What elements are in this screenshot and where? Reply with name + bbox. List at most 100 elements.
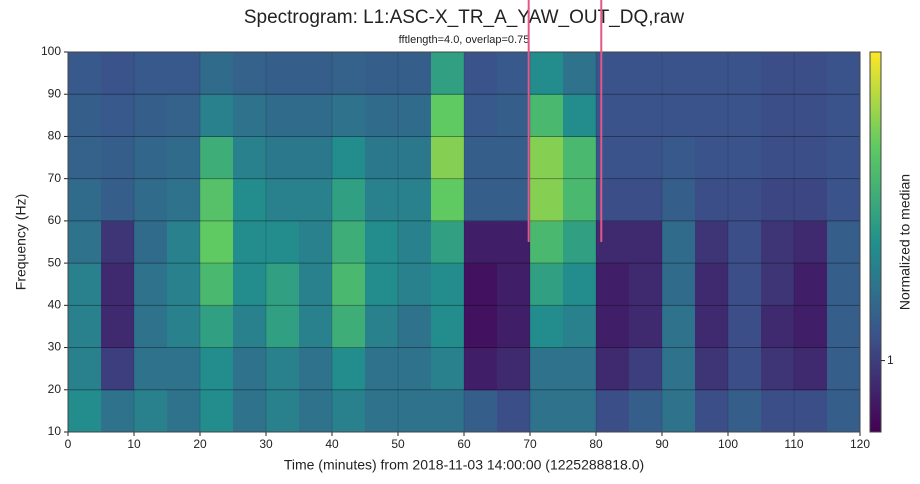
heatmap-cell: [761, 94, 795, 137]
y-tick-label: 90: [48, 86, 62, 100]
heatmap-cell: [695, 220, 729, 264]
heatmap-cell: [794, 263, 828, 306]
heatmap-cell: [266, 52, 300, 95]
heatmap-cell: [365, 305, 399, 349]
heatmap-cell: [464, 178, 498, 222]
heatmap-cell: [365, 347, 399, 391]
heatmap-cell: [695, 136, 729, 180]
heatmap-cell: [464, 52, 498, 95]
heatmap-cell: [629, 94, 663, 137]
heatmap-cell: [464, 347, 498, 391]
heatmap-cell: [629, 389, 663, 433]
heatmap-cell: [761, 305, 795, 349]
heatmap-cell: [563, 347, 597, 391]
heatmap-cell: [233, 263, 267, 306]
heatmap-cell: [827, 136, 861, 180]
heatmap-cell: [332, 263, 366, 306]
heatmap-cell: [167, 347, 201, 391]
heatmap-cell: [497, 263, 531, 306]
heatmap-cell: [101, 94, 135, 137]
heatmap-cell: [68, 136, 102, 180]
heatmap-cell: [563, 389, 597, 433]
heatmap-cell: [299, 94, 333, 137]
heatmap-cell: [101, 347, 135, 391]
heatmap-cell: [299, 52, 333, 95]
heatmap-cell: [101, 389, 135, 433]
heatmap-cell: [827, 178, 861, 222]
heatmap-cell: [497, 52, 531, 95]
heatmap-cell: [398, 136, 432, 180]
heatmap-cell: [695, 178, 729, 222]
heatmap-cell: [365, 52, 399, 95]
heatmap-cell: [101, 52, 135, 95]
heatmap-cell: [200, 220, 234, 264]
heatmap-cell: [233, 347, 267, 391]
heatmap-cell: [299, 178, 333, 222]
heatmap-cell: [464, 94, 498, 137]
heatmap-cell: [233, 52, 267, 95]
heatmap-cell: [167, 263, 201, 306]
heatmap-cell: [332, 136, 366, 180]
x-tick-label: 90: [655, 437, 669, 451]
heatmap-cell: [662, 263, 696, 306]
heatmap-cell: [695, 263, 729, 306]
x-tick-label: 70: [523, 437, 537, 451]
heatmap-cell: [68, 178, 102, 222]
heatmap-cell: [728, 220, 762, 264]
heatmap-cell: [134, 389, 168, 433]
heatmap-cell: [398, 178, 432, 222]
heatmap-cell: [629, 347, 663, 391]
heatmap-cell: [233, 389, 267, 433]
heatmap-cell: [233, 94, 267, 137]
heatmap-cell: [728, 94, 762, 137]
colorbar-label: Normalized to median: [897, 174, 913, 310]
heatmap-cell: [530, 263, 564, 306]
heatmap-cell: [497, 389, 531, 433]
heatmap-cell: [596, 389, 630, 433]
heatmap-cell: [794, 178, 828, 222]
chart-subtitle: fftlength=4.0, overlap=0.75: [399, 34, 530, 46]
heatmap-cell: [68, 52, 102, 95]
heatmap-cell: [299, 305, 333, 349]
x-tick-label: 40: [325, 437, 339, 451]
y-tick-label: 60: [48, 213, 62, 227]
heatmap-cell: [332, 305, 366, 349]
heatmap-cell: [299, 220, 333, 264]
heatmap-cell: [266, 305, 300, 349]
x-tick-label: 30: [259, 437, 273, 451]
chart-title: Spectrogram: L1:ASC-X_TR_A_YAW_OUT_DQ,ra…: [244, 7, 685, 28]
heatmap-cell: [299, 263, 333, 306]
heatmap-cell: [233, 305, 267, 349]
heatmap-cell: [497, 220, 531, 264]
heatmap-cell: [530, 389, 564, 433]
heatmap-cell: [398, 220, 432, 264]
x-axis-label: Time (minutes) from 2018-11-03 14:00:00 …: [284, 457, 644, 473]
heatmap-cell: [563, 220, 597, 264]
heatmap-cell: [596, 305, 630, 349]
heatmap-cell: [68, 94, 102, 137]
heatmap-cell: [530, 220, 564, 264]
heatmap-cell: [68, 305, 102, 349]
heatmap-cell: [497, 347, 531, 391]
x-tick-label: 20: [193, 437, 207, 451]
x-tick-label: 60: [457, 437, 471, 451]
heatmap-cell: [134, 94, 168, 137]
heatmap-cell: [332, 347, 366, 391]
heatmap-cell: [662, 305, 696, 349]
heatmap-cell: [596, 263, 630, 306]
heatmap-cell: [464, 389, 498, 433]
heatmap-cell: [794, 136, 828, 180]
y-tick-label: 80: [48, 129, 62, 143]
plot-frame: [67, 51, 861, 433]
heatmap-cell: [101, 136, 135, 180]
x-tick-label: 120: [850, 437, 870, 451]
heatmap-cell: [530, 347, 564, 391]
y-tick-label: 30: [48, 340, 62, 354]
heatmap-cell: [332, 52, 366, 95]
x-tick-label: 110: [784, 437, 803, 451]
heatmap-cell: [497, 136, 531, 180]
heatmap-cell: [167, 94, 201, 137]
heatmap-cell: [200, 305, 234, 349]
heatmap-cell: [761, 220, 795, 264]
